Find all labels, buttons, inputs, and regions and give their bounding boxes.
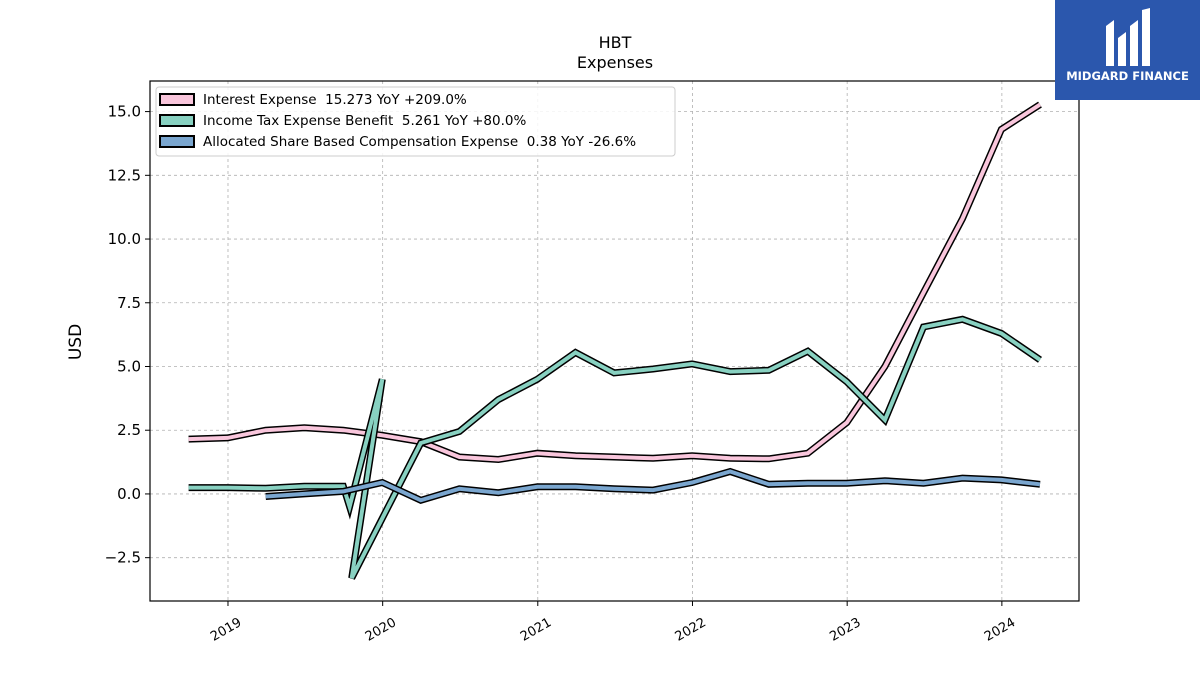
series-lines — [188, 101, 1042, 580]
y-axis-label: USD — [66, 324, 86, 360]
x-tick-label: 2023 — [827, 615, 863, 645]
x-axis: 2019 2020 2021 2022 2023 2024 — [208, 601, 1018, 645]
legend-label-income-tax: Income Tax Expense Benefit 5.261 YoY +80… — [203, 113, 526, 129]
logo-name: MIDGARD FINANCE — [1066, 69, 1189, 83]
grid — [150, 81, 1079, 601]
legend-box — [155, 86, 676, 157]
y-tick-label: −2.5 — [105, 549, 141, 567]
y-tick-label: 0.0 — [117, 485, 141, 503]
x-tick-label: 2022 — [673, 615, 709, 645]
x-tick-label: 2020 — [363, 615, 399, 645]
y-tick-label: 12.5 — [108, 166, 141, 184]
series-line-share-based-compensation — [265, 469, 1041, 503]
midgard-finance-logo: MIDGARD FINANCE — [1055, 0, 1200, 100]
y-tick-label: 10.0 — [108, 230, 141, 248]
series-line-income-tax-expense-benefit — [188, 317, 1042, 580]
legend-label-share-based-comp: Allocated Share Based Compensation Expen… — [203, 134, 636, 150]
y-axis: −2.5 0.0 2.5 5.0 7.5 10.0 12.5 15.0 — [105, 103, 150, 567]
legend-swatch-interest-expense — [159, 93, 195, 106]
y-tick-label: 2.5 — [117, 421, 141, 439]
legend-label-interest-expense: Interest Expense 15.273 YoY +209.0% — [203, 92, 467, 108]
series-outline-interest-expense — [188, 101, 1042, 464]
chart-title: HBT — [599, 33, 632, 52]
series-outline-share-based-compensation — [265, 467, 1041, 505]
chart-subtitle: Expenses — [577, 53, 653, 72]
x-tick-label: 2024 — [982, 615, 1018, 645]
y-tick-label: 5.0 — [117, 357, 141, 375]
plot-frame — [149, 80, 1080, 602]
legend-swatch-income-tax — [159, 114, 195, 127]
legend: Interest Expense 15.273 YoY +209.0% Inco… — [155, 86, 676, 157]
y-tick-label: 7.5 — [117, 294, 141, 312]
y-tick-label: 15.0 — [108, 103, 141, 121]
series-line-interest-expense — [188, 102, 1042, 462]
legend-swatch-share-based-comp — [159, 135, 195, 148]
x-tick-label: 2021 — [518, 615, 554, 645]
midgard-logo-icon — [1106, 8, 1150, 66]
x-tick-label: 2019 — [208, 615, 244, 645]
